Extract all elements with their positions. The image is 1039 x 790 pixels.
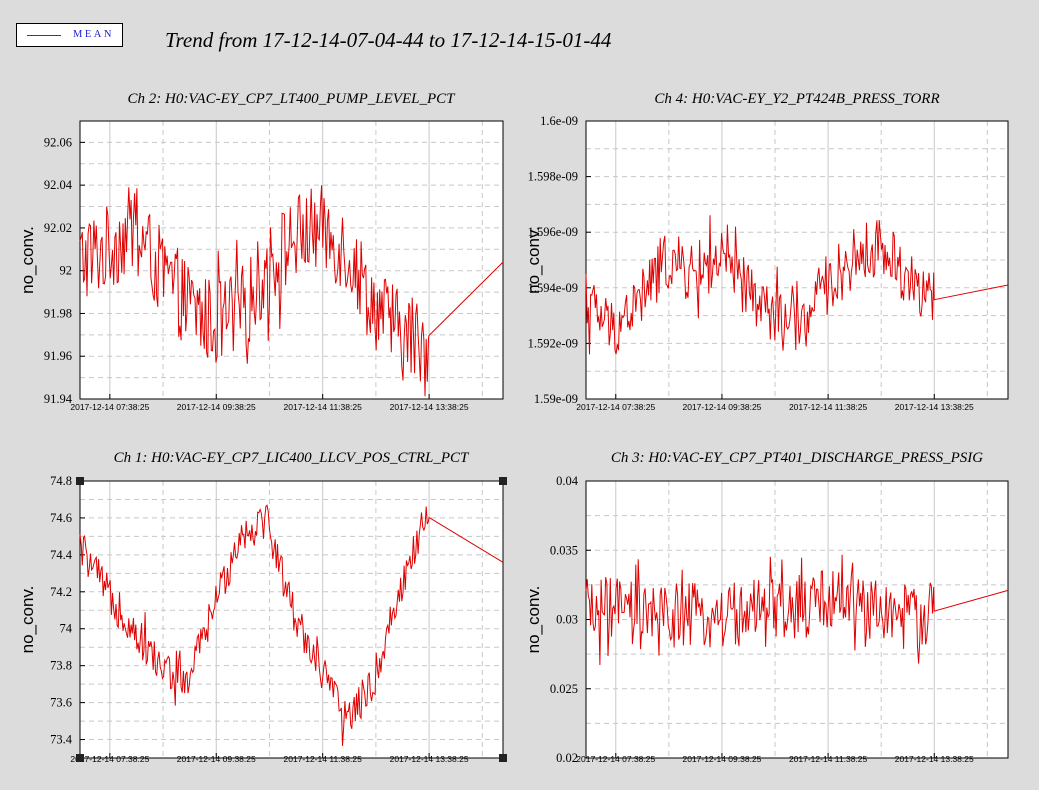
y-tick-label: 92 — [60, 264, 73, 278]
y-tick-label: 74 — [60, 622, 73, 636]
y-tick-label: 74.4 — [50, 548, 73, 562]
x-tick-label: 2017-12-14 11:38:25 — [284, 402, 363, 412]
y-tick-label: 1.598e-09 — [528, 170, 578, 184]
y-tick-label: 0.02 — [556, 751, 578, 765]
chart-title: Ch 3: H0:VAC-EY_CP7_PT401_DISCHARGE_PRES… — [611, 450, 983, 466]
resize-handle[interactable] — [499, 754, 507, 762]
y-tick-label: 74.2 — [50, 585, 72, 599]
legend-box: MEAN — [16, 23, 123, 47]
x-tick-label: 2017-12-14 13:38:25 — [895, 402, 974, 412]
y-tick-label: 1.6e-09 — [540, 114, 578, 128]
y-axis-label: no_conv. — [18, 226, 37, 294]
y-tick-label: 73.4 — [50, 733, 73, 747]
x-tick-label: 2017-12-14 13:38:25 — [390, 402, 469, 412]
x-tick-label: 2017-12-14 09:38:25 — [682, 402, 761, 412]
chart-title: Ch 2: H0:VAC-EY_CP7_LT400_PUMP_LEVEL_PCT — [128, 91, 457, 107]
y-tick-label: 74.6 — [50, 511, 72, 525]
y-tick-label: 0.025 — [550, 682, 578, 696]
x-tick-label: 2017-12-14 13:38:25 — [390, 754, 469, 764]
y-axis-label: no_conv. — [524, 226, 543, 294]
y-tick-label: 73.6 — [50, 696, 72, 710]
x-tick-label: 2017-12-14 11:38:25 — [789, 754, 868, 764]
plot-area — [79, 120, 504, 400]
chart-title: Ch 1: H0:VAC-EY_CP7_LIC400_LLCV_POS_CTRL… — [114, 450, 470, 466]
y-tick-label: 74.8 — [50, 474, 72, 488]
x-tick-label: 2017-12-14 07:38:25 — [576, 402, 655, 412]
plot-border — [585, 480, 1009, 759]
plot-area — [79, 480, 504, 759]
y-tick-label: 92.06 — [44, 135, 72, 149]
x-tick-label: 2017-12-14 11:38:25 — [284, 754, 363, 764]
y-tick-label: 0.03 — [556, 613, 578, 627]
y-tick-label: 92.04 — [44, 178, 73, 192]
x-tick-label: 2017-12-14 07:38:25 — [576, 754, 655, 764]
y-tick-label: 91.98 — [44, 306, 72, 320]
x-tick-label: 2017-12-14 09:38:25 — [682, 754, 761, 764]
x-tick-label: 2017-12-14 07:38:25 — [70, 402, 149, 412]
plot-border — [79, 120, 504, 400]
series-line-mean — [585, 554, 1009, 666]
y-tick-label: 1.59e-09 — [534, 392, 578, 406]
chart-panel-4: Ch 3: H0:VAC-EY_CP7_PT401_DISCHARGE_PRES… — [524, 450, 1009, 765]
y-tick-label: 1.596e-09 — [528, 225, 578, 239]
series-line-mean — [79, 185, 504, 397]
resize-handle[interactable] — [76, 754, 84, 762]
y-tick-label: 1.592e-09 — [528, 336, 578, 350]
y-tick-label: 1.594e-09 — [528, 281, 578, 295]
chart-panel-1: Ch 2: H0:VAC-EY_CP7_LT400_PUMP_LEVEL_PCT… — [18, 91, 504, 412]
x-tick-label: 2017-12-14 11:38:25 — [789, 402, 868, 412]
y-tick-label: 91.96 — [44, 349, 72, 363]
x-tick-label: 2017-12-14 13:38:25 — [895, 754, 974, 764]
series-line-mean — [79, 504, 504, 746]
y-tick-label: 73.8 — [50, 659, 72, 673]
resize-handle[interactable] — [499, 477, 507, 485]
x-tick-label: 2017-12-14 07:38:25 — [70, 754, 149, 764]
plot-border — [79, 480, 504, 759]
x-tick-label: 2017-12-14 09:38:25 — [177, 754, 256, 764]
y-axis-label: no_conv. — [524, 586, 543, 654]
series-line-mean — [585, 215, 1009, 355]
page-title: Trend from 17-12-14-07-04-44 to 17-12-14… — [165, 28, 612, 52]
chart-panel-2: Ch 4: H0:VAC-EY_Y2_PT424B_PRESS_TORR no_c… — [524, 91, 1009, 412]
y-tick-label: 0.035 — [550, 543, 578, 557]
resize-handle[interactable] — [76, 477, 84, 485]
y-tick-label: 0.04 — [556, 474, 579, 488]
y-tick-label: 92.02 — [44, 221, 72, 235]
legend-swatch — [27, 35, 61, 36]
chart-panel-3: Ch 1: H0:VAC-EY_CP7_LIC400_LLCV_POS_CTRL… — [18, 450, 507, 764]
chart-title: Ch 4: H0:VAC-EY_Y2_PT424B_PRESS_TORR — [654, 91, 939, 107]
y-tick-label: 91.94 — [44, 392, 73, 406]
x-tick-label: 2017-12-14 09:38:25 — [177, 402, 256, 412]
legend-label: MEAN — [73, 29, 114, 40]
y-axis-label: no_conv. — [18, 586, 37, 654]
plot-border — [585, 120, 1009, 400]
